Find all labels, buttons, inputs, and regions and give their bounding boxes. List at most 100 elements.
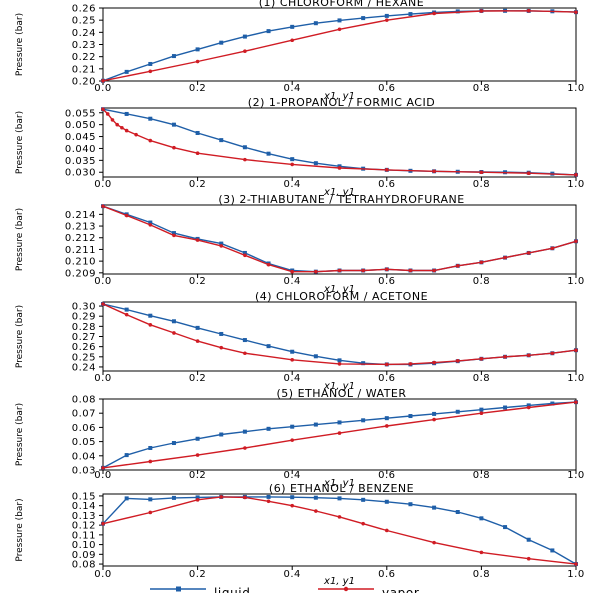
- data-point: [290, 358, 295, 362]
- series-vapor: [101, 204, 578, 274]
- x-tick-label: 0.4: [283, 276, 300, 287]
- data-point: [290, 38, 295, 43]
- data-point: [195, 495, 200, 500]
- legend-marker: [343, 586, 349, 592]
- data-point: [171, 122, 176, 127]
- data-point: [385, 267, 389, 272]
- data-point: [432, 540, 436, 545]
- data-point: [455, 359, 460, 363]
- data-point: [361, 361, 366, 366]
- series-liquid: [101, 8, 578, 83]
- data-point: [479, 407, 484, 412]
- y-tick-label: 0.06: [72, 423, 96, 434]
- data-point: [384, 499, 389, 504]
- data-point: [432, 411, 437, 416]
- data-point: [361, 268, 365, 273]
- x-tick-label: 0.0: [94, 373, 111, 384]
- x-tick-label: 0.0: [94, 83, 111, 94]
- y-tick-label: 0.09: [72, 550, 96, 561]
- x-tick-label: 0.0: [94, 179, 111, 190]
- series-line-vapor: [102, 401, 577, 469]
- data-point: [574, 400, 578, 404]
- data-point: [266, 499, 271, 504]
- data-point: [574, 173, 578, 177]
- data-point: [503, 255, 507, 260]
- data-point: [171, 495, 176, 500]
- x-tick-label: 0.8: [473, 373, 490, 384]
- data-point: [574, 239, 578, 244]
- x-tick-label: 0.0: [94, 470, 111, 481]
- data-point: [243, 157, 247, 162]
- series-vapor: [101, 302, 578, 367]
- data-point: [105, 112, 110, 116]
- data-point: [148, 313, 153, 318]
- y-tick-label: 0.050: [65, 120, 96, 131]
- data-point: [526, 405, 531, 410]
- series-line-liquid: [102, 205, 577, 273]
- data-point: [432, 360, 436, 365]
- data-point: [408, 502, 413, 507]
- data-point: [124, 307, 129, 312]
- x-tick-label: 0.2: [189, 373, 206, 384]
- data-point: [526, 171, 531, 175]
- data-point: [313, 161, 318, 166]
- legend-label: vapor: [382, 586, 419, 593]
- data-point: [314, 269, 318, 274]
- panel-4: (4) CHLOROFORM / ACETONE 0.240.250.260.27…: [15, 290, 584, 392]
- data-point: [385, 528, 389, 533]
- data-point: [195, 325, 200, 330]
- data-point: [361, 521, 365, 526]
- panel-frame: [102, 398, 577, 471]
- data-point: [479, 550, 484, 555]
- data-point: [526, 537, 531, 542]
- data-point: [120, 125, 124, 130]
- panel-3: (3) 2-THIABUTANE / TETRAHYDROFURANE 0.209…: [15, 193, 584, 295]
- x-tick-label: 0.2: [189, 83, 206, 94]
- data-point: [243, 446, 247, 450]
- data-point: [503, 525, 508, 530]
- data-point: [219, 138, 224, 143]
- y-tick-label: 0.28: [72, 322, 96, 333]
- data-point: [503, 354, 507, 359]
- panel-title: (2) 1-PROPANOL / FORMIC ACID: [248, 96, 435, 109]
- data-point: [290, 269, 295, 274]
- data-point: [242, 250, 247, 255]
- y-tick-label: 0.25: [72, 352, 96, 363]
- y-tick-label: 0.055: [65, 108, 96, 119]
- data-point: [314, 509, 318, 513]
- data-point: [361, 418, 366, 423]
- y-tick-label: 0.04: [72, 451, 96, 462]
- y-tick-label: 0.07: [72, 409, 96, 420]
- series-vapor: [101, 495, 578, 566]
- x-tick-label: 0.6: [378, 83, 395, 94]
- x-tick-label: 0.6: [378, 179, 395, 190]
- x-axis-label: x1, y1: [323, 381, 355, 392]
- y-tick-label: 0.045: [65, 132, 96, 143]
- legend-entry-vapor: vapor: [318, 586, 419, 593]
- data-point: [550, 351, 555, 356]
- panel-title: (1) CHLOROFORM / HEXANE: [259, 0, 425, 9]
- panel-frame: [102, 493, 577, 567]
- data-point: [432, 169, 436, 174]
- data-point: [550, 246, 555, 251]
- data-point: [361, 497, 366, 502]
- data-point: [242, 338, 247, 343]
- panel-frame: [102, 107, 577, 178]
- series-line-vapor: [102, 205, 577, 273]
- y-tick-label: 0.15: [72, 491, 96, 502]
- data-point: [408, 268, 413, 273]
- x-tick-label: 0.0: [94, 276, 111, 287]
- data-point: [526, 251, 531, 255]
- x-axis-label: x1, y1: [323, 187, 355, 198]
- x-tick-label: 0.8: [473, 470, 490, 481]
- data-point: [455, 9, 460, 14]
- panel-frame: [102, 204, 577, 275]
- data-point: [266, 262, 271, 267]
- x-tick-label: 0.4: [283, 569, 300, 580]
- y-tick-label: 0.30: [72, 302, 96, 313]
- y-tick-label: 0.26: [72, 342, 96, 353]
- data-point: [526, 8, 531, 13]
- data-point: [408, 414, 413, 419]
- data-point: [171, 319, 176, 324]
